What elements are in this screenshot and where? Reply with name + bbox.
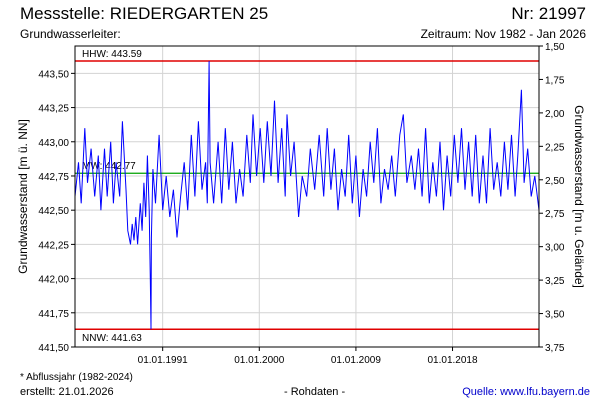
- y2-tick-label: 1,75: [545, 75, 565, 86]
- source-link[interactable]: Quelle: www.lfu.bayern.de: [462, 386, 590, 398]
- y-tick-label: 442,75: [38, 172, 69, 183]
- created-date: erstellt: 21.01.2026: [20, 386, 114, 398]
- water-level-line: [74, 61, 540, 330]
- ref-label-nnw: NNW: 441.63: [82, 333, 142, 344]
- y-axis-title: Grundwasserstand [m ü. NN]: [16, 119, 30, 274]
- y-tick-label: 443,00: [38, 138, 69, 149]
- y2-tick-label: 3,50: [545, 310, 565, 321]
- y-tick-label: 441,50: [38, 343, 69, 354]
- y-tick-label: 442,25: [38, 240, 69, 251]
- reference-lines: HHW: 443.59 MW: 442.77 NNW: 441.63: [75, 49, 539, 344]
- plot-frame: [74, 45, 540, 348]
- series: [74, 61, 540, 330]
- y-tick-label: 441,75: [38, 309, 69, 320]
- ref-label-mw: MW: 442.77: [82, 161, 136, 172]
- period-label: Zeitraum: Nov 1982 - Jan 2026: [420, 27, 586, 41]
- y2-tick-label: 3,75: [545, 343, 565, 354]
- x-tick-label: 01.01.2018: [427, 355, 477, 366]
- station-number: Nr: 21997: [511, 4, 586, 23]
- ref-label-hhw: HHW: 443.59: [82, 49, 142, 60]
- axes: [71, 45, 543, 351]
- y-tick-label: 443,25: [38, 104, 69, 115]
- x-tick-label: 01.01.1991: [138, 355, 188, 366]
- y2-axis-title: Grundwasserstand [m u. Gelände]: [572, 105, 586, 288]
- y-tick-label: 442,50: [38, 206, 69, 217]
- aquifer-label: Grundwasserleiter:: [20, 27, 121, 41]
- tick-labels: 441,50 441,75 442,00 442,25 442,50 442,75 443,…: [16, 42, 586, 366]
- grid: [75, 46, 539, 348]
- station-title: Messstelle: RIEDERGARTEN 25: [20, 4, 269, 23]
- y2-tick-label: 3,25: [545, 276, 565, 287]
- y2-tick-label: 2,50: [545, 176, 565, 187]
- y2-tick-label: 1,50: [545, 42, 565, 53]
- x-tick-label: 01.01.2000: [234, 355, 284, 366]
- y2-tick-label: 3,00: [545, 243, 565, 254]
- data-type-label: - Rohdaten -: [284, 386, 346, 398]
- y2-tick-label: 2,00: [545, 109, 565, 120]
- footnote: * Abflussjahr (1982-2024): [20, 372, 133, 383]
- y2-tick-label: 2,25: [545, 142, 565, 153]
- y-tick-label: 443,50: [38, 69, 69, 80]
- x-tick-label: 01.01.2009: [331, 355, 381, 366]
- y2-tick-label: 2,75: [545, 209, 565, 220]
- y-tick-label: 442,00: [38, 275, 69, 286]
